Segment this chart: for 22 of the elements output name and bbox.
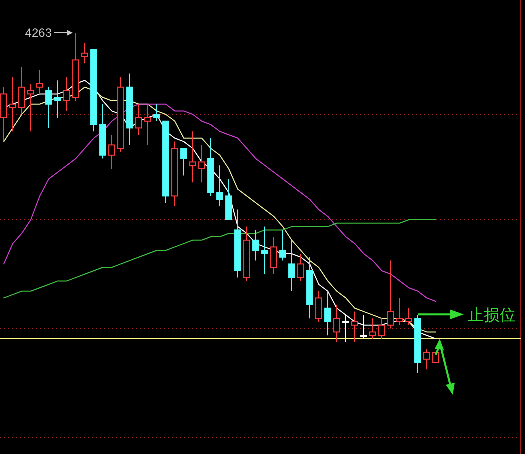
candlestick bbox=[10, 76, 16, 132]
candlestick bbox=[334, 304, 340, 343]
candlestick bbox=[198, 144, 206, 184]
candlestick bbox=[270, 236, 278, 275]
annotation: 4263 bbox=[25, 26, 52, 40]
candlestick bbox=[136, 104, 142, 136]
candlestick bbox=[216, 165, 224, 207]
text: 止损位 bbox=[468, 306, 516, 325]
candlestick bbox=[352, 311, 358, 343]
candlestick bbox=[54, 80, 62, 118]
candlestick bbox=[126, 73, 134, 146]
candlestick bbox=[324, 290, 332, 336]
candlestick bbox=[288, 240, 296, 292]
candlestick bbox=[234, 209, 242, 278]
candlestick bbox=[262, 226, 268, 275]
candlestick bbox=[306, 256, 314, 320]
candlestick bbox=[108, 134, 116, 170]
candlestick bbox=[28, 84, 34, 132]
candlestick bbox=[252, 230, 260, 262]
candlestick bbox=[64, 76, 70, 112]
candlestick bbox=[144, 104, 152, 146]
candlestick bbox=[190, 131, 196, 184]
